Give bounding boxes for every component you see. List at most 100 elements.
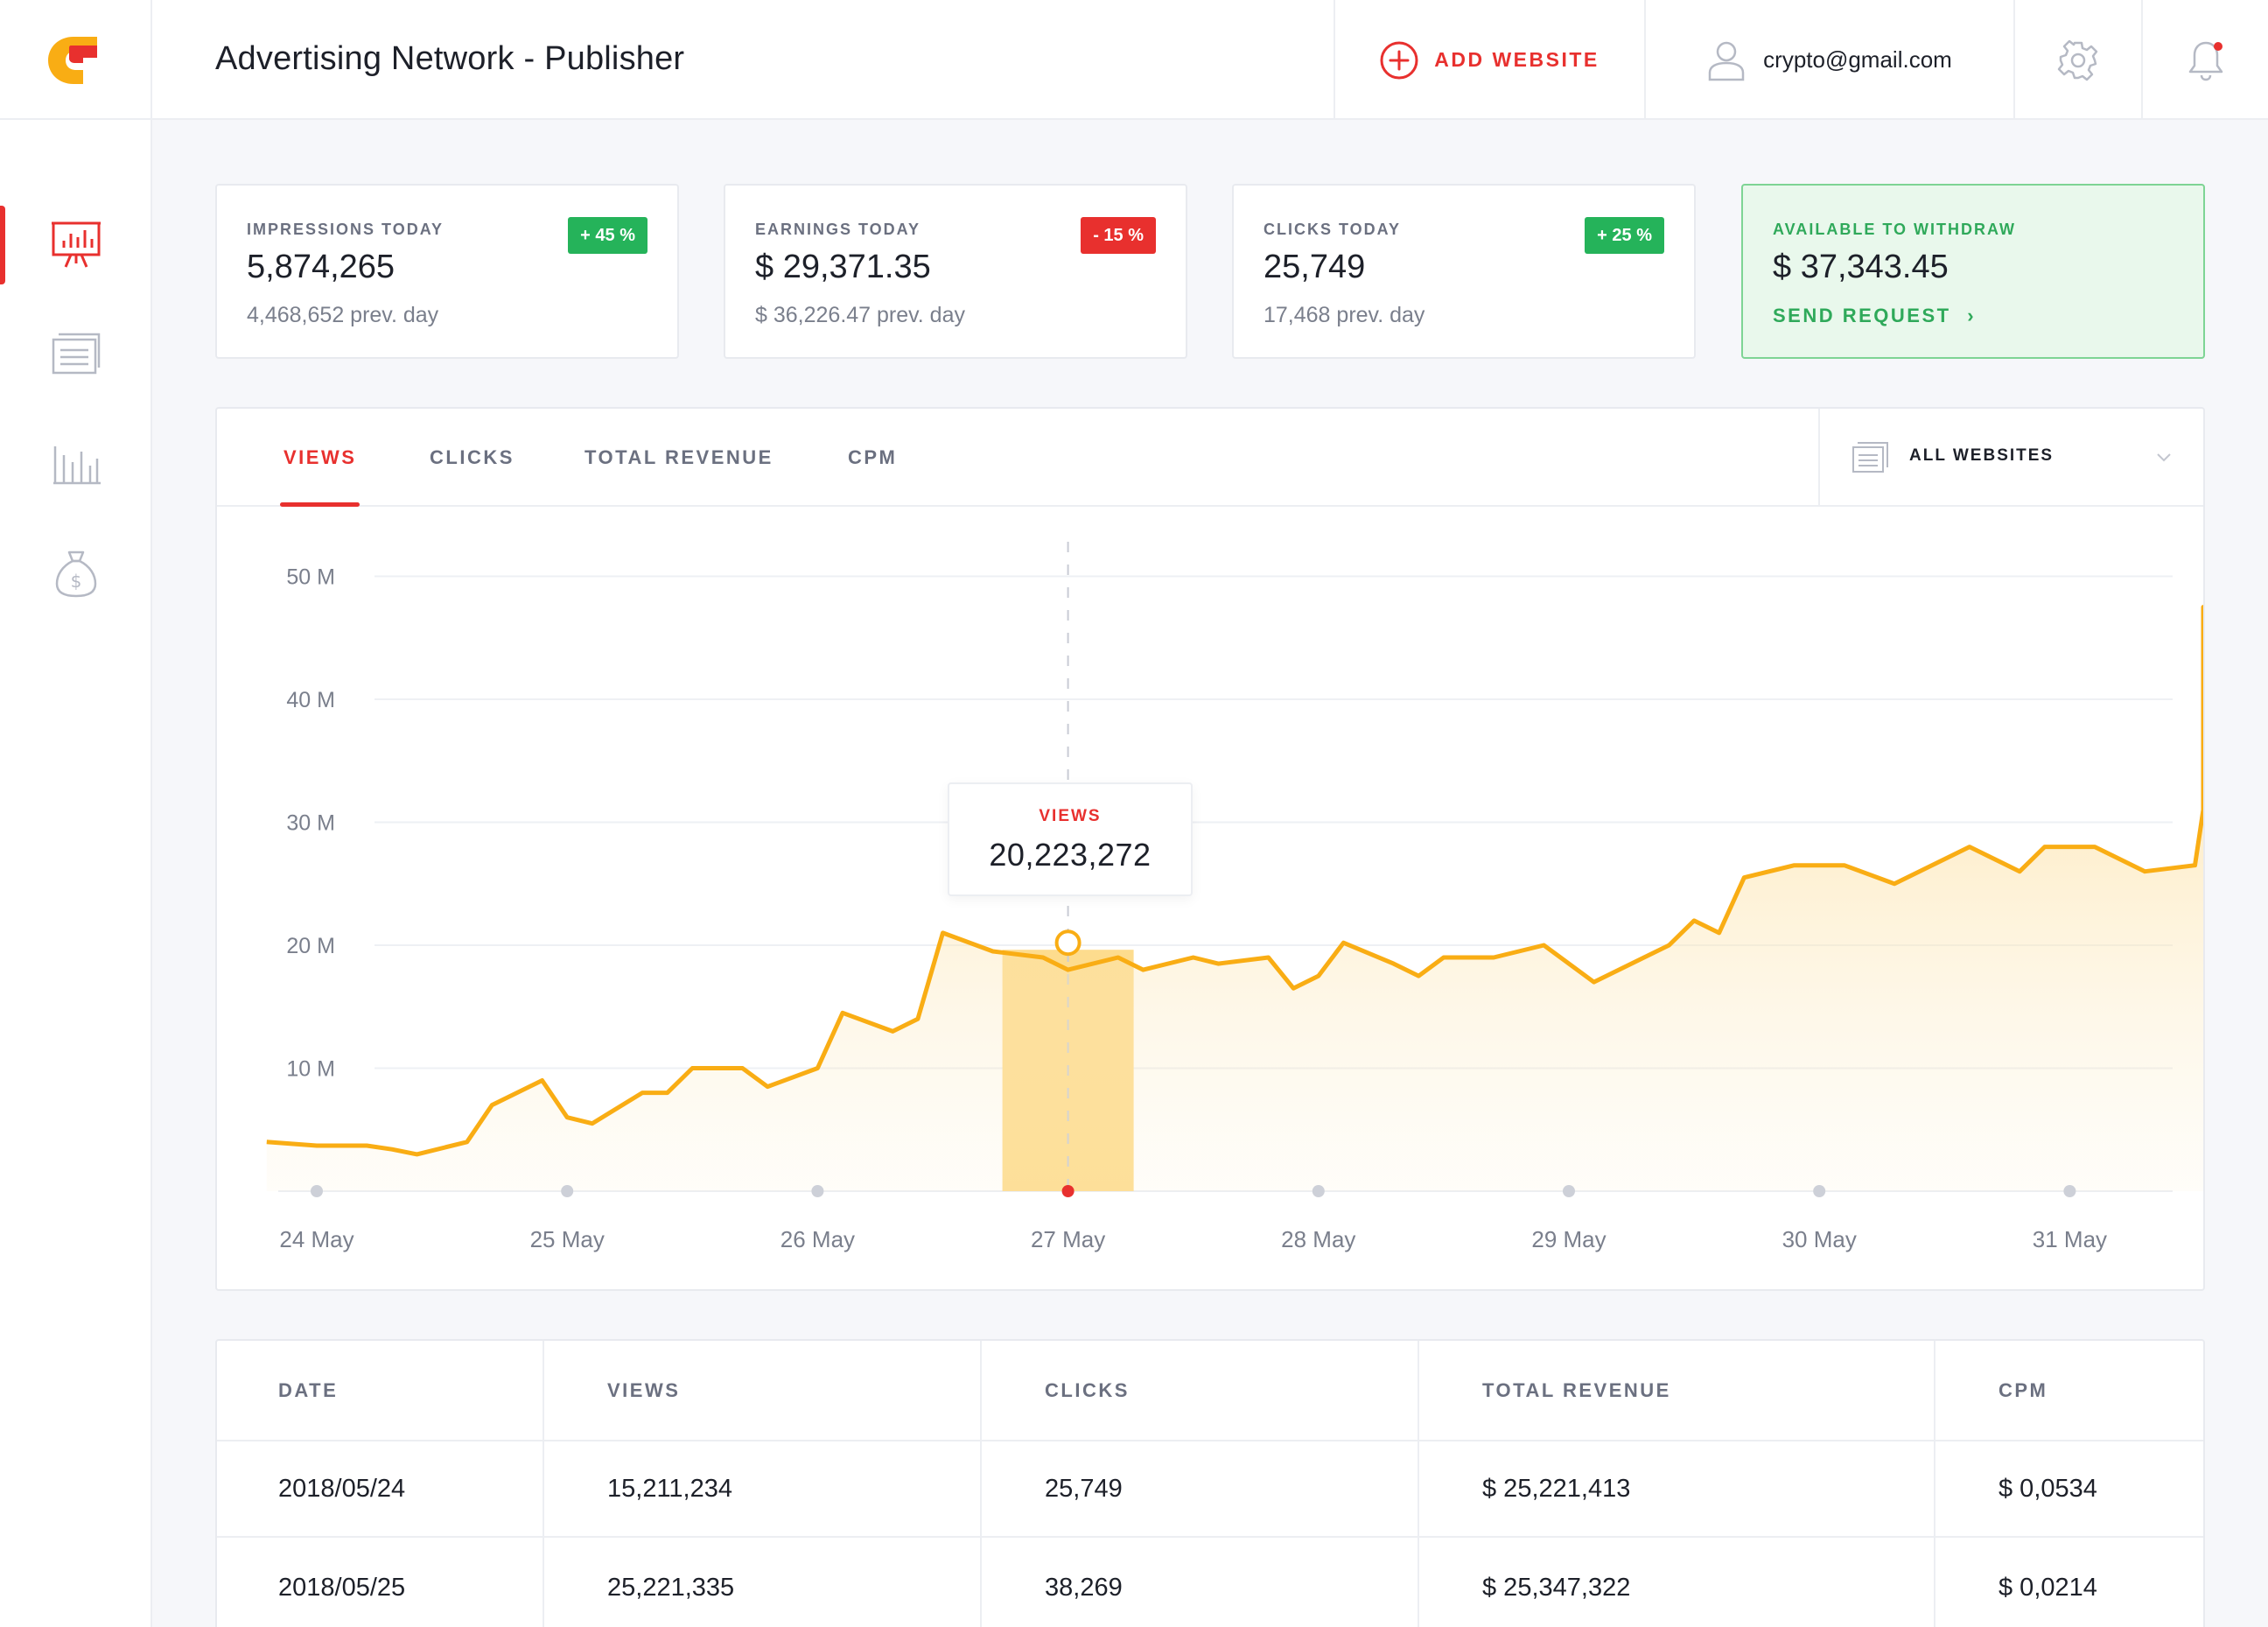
y-tick-label: 20 M <box>286 934 335 958</box>
sidebar-item-statistics[interactable] <box>0 424 152 503</box>
earnings-prev: $ 36,226.47 prev. day <box>755 303 965 327</box>
x-axis-dot[interactable] <box>311 1185 323 1197</box>
views-series-line <box>266 605 2203 1157</box>
bar-chart-icon <box>53 446 101 485</box>
list-document-icon <box>52 333 101 375</box>
earnings-card: EARNINGS TODAY $ 29,371.35 $ 36,226.47 p… <box>724 184 1187 359</box>
plus-circle-icon <box>1380 41 1418 79</box>
clicks-card: CLICKS TODAY 25,749 17,468 prev. day + 2… <box>1232 184 1696 359</box>
chart-tooltip: VIEWS 20,223,272 <box>948 782 1193 896</box>
cell-cpm-value: $ 0,0214 <box>1998 1574 2097 1602</box>
cell-date: 2018/05/25 <box>217 1538 542 1627</box>
x-axis-dot[interactable] <box>811 1185 824 1197</box>
earnings-label: EARNINGS TODAY <box>755 221 921 238</box>
cell-revenue: $ 25,221,413 <box>1418 1441 1934 1536</box>
tooltip-label: VIEWS <box>1039 807 1102 825</box>
brand-logo-icon <box>48 37 97 84</box>
header-clicks-label: CLICKS <box>1045 1378 1130 1401</box>
sidebar-item-websites[interactable] <box>0 314 152 393</box>
bell-icon <box>2188 41 2222 81</box>
x-tick-label: 31 May <box>2033 1226 2107 1252</box>
cell-cpm: $ 0,0214 <box>1934 1538 2203 1627</box>
header-cpm[interactable]: CPM <box>1934 1341 2203 1440</box>
website-select[interactable]: ALL WEBSITES <box>1818 409 2203 507</box>
cell-clicks-value: 25,749 <box>1045 1474 1123 1503</box>
cell-views: 25,221,335 <box>542 1538 980 1627</box>
sidebar-item-payments[interactable]: $ <box>0 535 152 614</box>
x-axis-dot[interactable] <box>1312 1185 1325 1197</box>
send-request-label: SEND REQUEST <box>1773 305 1951 326</box>
withdraw-value: $ 37,343.45 <box>1773 249 1949 285</box>
notifications-button[interactable] <box>2141 0 2268 120</box>
x-tick-label: 28 May <box>1281 1226 1355 1252</box>
money-bag-icon: $ <box>55 551 97 598</box>
tab-views[interactable]: VIEWS <box>279 409 360 507</box>
x-axis-dot[interactable] <box>561 1185 574 1197</box>
y-tick-label: 10 M <box>286 1057 335 1082</box>
clicks-change-badge: + 25 % <box>1585 217 1664 254</box>
cell-clicks: 25,749 <box>980 1441 1418 1536</box>
selected-point-marker[interactable] <box>1054 929 1082 957</box>
user-menu[interactable]: crypto@gmail.com <box>1644 0 2013 120</box>
header-clicks[interactable]: CLICKS <box>980 1341 1418 1440</box>
header-total-revenue[interactable]: TOTAL REVENUE <box>1418 1341 1934 1440</box>
cell-revenue: $ 25,347,322 <box>1418 1538 1934 1627</box>
chart-tabs: VIEWS CLICKS TOTAL REVENUE CPM ALL WEBSI… <box>217 409 2203 507</box>
cell-date-value: 2018/05/25 <box>278 1574 406 1602</box>
cell-revenue-value: $ 25,221,413 <box>1482 1474 1631 1503</box>
header-views[interactable]: VIEWS <box>542 1341 980 1440</box>
add-website-button[interactable]: ADD WEBSITE <box>1334 0 1644 120</box>
website-select-value: ALL WEBSITES <box>1909 446 2054 465</box>
cell-views-value: 15,211,234 <box>607 1474 732 1503</box>
x-tick-label: 30 May <box>1782 1226 1857 1252</box>
earnings-value: $ 29,371.35 <box>755 249 931 285</box>
notification-dot <box>2213 41 2222 51</box>
stats-table: DATE VIEWS CLICKS TOTAL REVENUE CPM 2018… <box>215 1339 2205 1627</box>
y-tick-label: 30 M <box>286 811 335 836</box>
header-views-label: VIEWS <box>607 1378 681 1401</box>
clicks-label: CLICKS TODAY <box>1264 221 1402 238</box>
header-cpm-label: CPM <box>1998 1378 2048 1401</box>
cell-date-value: 2018/05/24 <box>278 1474 406 1503</box>
cell-cpm: $ 0,0534 <box>1934 1441 2203 1536</box>
header-date[interactable]: DATE <box>217 1341 542 1440</box>
cell-views: 15,211,234 <box>542 1441 980 1536</box>
x-tick-label: 25 May <box>530 1226 605 1252</box>
x-tick-label: 24 May <box>279 1226 354 1252</box>
earnings-change-badge: - 15 % <box>1081 217 1156 254</box>
y-tick-label: 50 M <box>286 565 335 590</box>
cell-clicks: 38,269 <box>980 1538 1418 1627</box>
x-axis-dot[interactable] <box>1061 1185 1074 1197</box>
x-axis-dot[interactable] <box>1813 1185 1826 1197</box>
tab-cpm[interactable]: CPM <box>848 446 898 468</box>
table-row[interactable]: 2018/05/25 25,221,335 38,269 $ 25,347,32… <box>217 1538 2203 1627</box>
send-request-link[interactable]: SEND REQUEST › <box>1773 305 1976 327</box>
clicks-prev: 17,468 prev. day <box>1264 303 1425 327</box>
tab-clicks[interactable]: CLICKS <box>430 446 514 468</box>
header-date-label: DATE <box>278 1378 339 1401</box>
chart-panel: VIEWS CLICKS TOTAL REVENUE CPM ALL WEBSI… <box>215 407 2205 1291</box>
page-title: Advertising Network - Publisher <box>215 40 685 77</box>
settings-button[interactable] <box>2013 0 2141 120</box>
list-document-icon <box>1852 442 1888 473</box>
x-tick-label: 29 May <box>1531 1226 1606 1252</box>
x-tick-label: 27 May <box>1031 1226 1105 1252</box>
presentation-chart-icon <box>52 221 101 268</box>
impressions-prev: 4,468,652 prev. day <box>247 303 439 327</box>
x-tick-label: 26 May <box>780 1226 855 1252</box>
x-axis-dot[interactable] <box>2063 1185 2076 1197</box>
add-website-label: ADD WEBSITE <box>1434 48 1600 71</box>
logo[interactable] <box>0 0 152 120</box>
sidebar: $ <box>0 120 152 1627</box>
table-row[interactable]: 2018/05/24 15,211,234 25,749 $ 25,221,41… <box>217 1441 2203 1538</box>
withdraw-card: AVAILABLE TO WITHDRAW $ 37,343.45 SEND R… <box>1741 184 2205 359</box>
header-total-revenue-label: TOTAL REVENUE <box>1482 1378 1671 1401</box>
chevron-down-icon <box>2157 453 2171 462</box>
tab-total-revenue[interactable]: TOTAL REVENUE <box>584 446 774 468</box>
tooltip-value: 20,223,272 <box>989 837 1152 873</box>
x-axis-dot[interactable] <box>1563 1185 1575 1197</box>
impressions-label: IMPRESSIONS TODAY <box>247 221 444 238</box>
impressions-value: 5,874,265 <box>247 249 396 285</box>
cell-views-value: 25,221,335 <box>607 1574 735 1602</box>
sidebar-item-dashboard[interactable] <box>0 206 152 284</box>
